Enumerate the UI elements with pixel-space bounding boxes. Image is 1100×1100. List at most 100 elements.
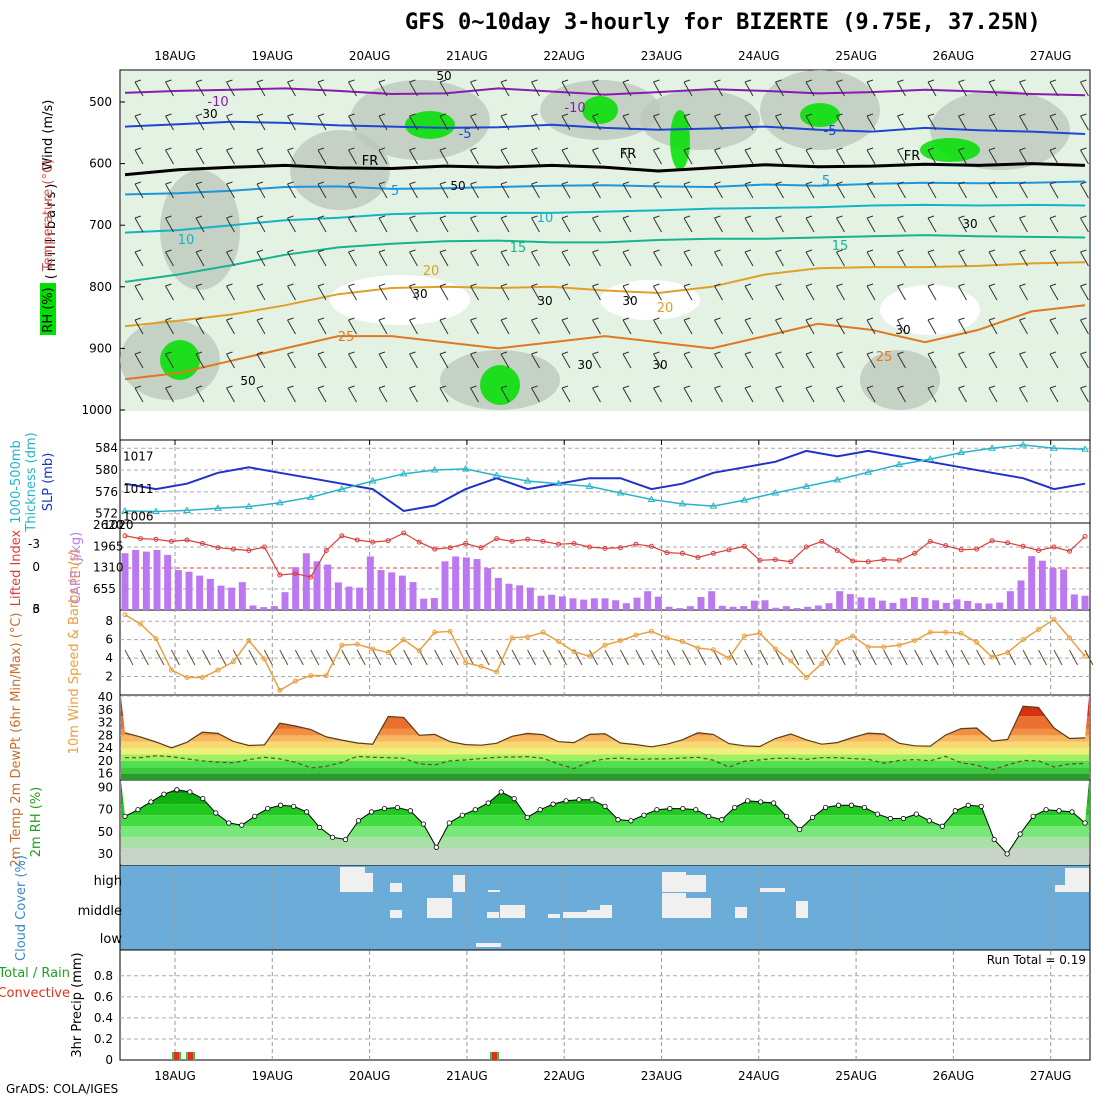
wind-barb-flag [897,215,904,219]
wind-barb-flag [165,351,172,355]
isotherm-label: 25 [338,330,355,345]
cape-bar [196,575,204,610]
wind-barb-flag [226,147,233,151]
cloud-block [1055,885,1065,892]
wind-barb-flag [378,215,386,219]
y-tick-pressure: 500 [89,95,112,109]
cloud-block [488,890,500,892]
wind-barb [866,115,876,131]
precip-panel [119,949,1091,1061]
wind-barb-flag [683,181,691,185]
isotherm-label: 20 [423,264,440,279]
wind-barb-flag [1080,147,1087,151]
wind-barb-flag [134,249,142,253]
wind-barb [622,353,632,369]
wind-barb-flag [744,181,752,185]
wind-barb-flag [988,351,996,355]
wind-barb [287,149,296,165]
wind-barb-flag [317,283,325,287]
cloud-block [600,905,612,918]
y-tick-rh: 90 [98,781,113,795]
wind-barb-flag [134,181,142,185]
surface-wind-barb [263,649,273,666]
cloud-block [365,873,373,892]
cloud-block [686,875,706,892]
wind-barb-flag [1080,249,1087,253]
wind-marker [896,642,902,648]
wind-barb [470,353,479,369]
wind-barb-flag [165,249,172,253]
wind-barb-flag [958,317,965,321]
isotherm-label: 15 [510,241,527,256]
wind-marker [1005,650,1011,656]
wind-barb [1019,149,1028,165]
wind-barb-flag [439,181,447,185]
wind-barb-flag [561,351,569,355]
wind-barb [531,115,540,131]
wind-barb-flag [134,351,142,355]
surface-wind-barb [759,649,769,666]
wind-barb-flag [866,351,874,355]
y-tick-temp: 36 [98,703,113,717]
wind-barb-flag [439,385,447,389]
wind-barb [927,285,937,301]
li-marker [308,574,314,580]
wind-barb-flag [470,317,477,321]
wind-barb [1019,251,1028,267]
li-marker [679,550,685,556]
wind-barb-flag [1019,79,1026,83]
wind-barb [165,183,174,199]
cloud-block [686,898,711,918]
wind-barb [927,319,937,335]
wind-barb-flag [287,317,294,321]
wind-barb [714,319,723,335]
rh-contour-label: 50 [450,179,465,193]
wind-barb [653,353,662,369]
wind-barb-flag [805,113,813,117]
thickness-axis-title: 1000-500mb [9,440,24,524]
wind-barb [165,217,174,233]
surface-wind-barb [790,649,800,666]
wind-marker [525,634,531,640]
wind-barb-flag [500,79,508,83]
wind-marker [385,650,391,656]
wind-barb [714,81,723,97]
wind-barb [226,183,235,199]
rh-marker [654,807,660,813]
wind-barb [348,319,357,335]
wind-barb-flag [836,79,843,83]
li-marker [168,538,174,544]
li-marker [339,533,345,539]
wind-marker [617,638,623,644]
rh-dry [880,285,980,335]
wind-barb-flag [165,215,172,219]
wind-barb-flag [500,113,508,117]
surface-wind-barb [805,649,815,666]
rh-marker [874,811,881,817]
rh-marker [200,795,206,802]
y-tick-wind: 8 [105,614,113,628]
cape-bar [558,596,566,610]
cape-bar [1081,595,1089,610]
wind-barb [866,387,876,403]
x-tick-top: 19AUG [252,49,294,63]
wind-barb-flag [195,351,203,355]
wind-barb-flag [470,79,477,83]
wind-barb [927,353,937,369]
wind-barb [317,353,327,369]
wind-barb [470,217,479,233]
wind-barb [622,319,632,335]
wind-barb [653,387,662,403]
thickness-line [124,444,1086,513]
wind-barb-flag [165,113,172,117]
li-marker [757,557,763,563]
cape-bar [356,587,364,610]
thickness-marker [1081,445,1089,452]
rh-marker [304,809,310,815]
surface-wind-barb [604,649,614,666]
thickness-marker [399,469,408,477]
wind-barb-flag [134,147,142,151]
wind-barb-flag [1049,249,1057,253]
cape-bar [932,600,940,610]
wind-barb-flag [165,181,172,185]
